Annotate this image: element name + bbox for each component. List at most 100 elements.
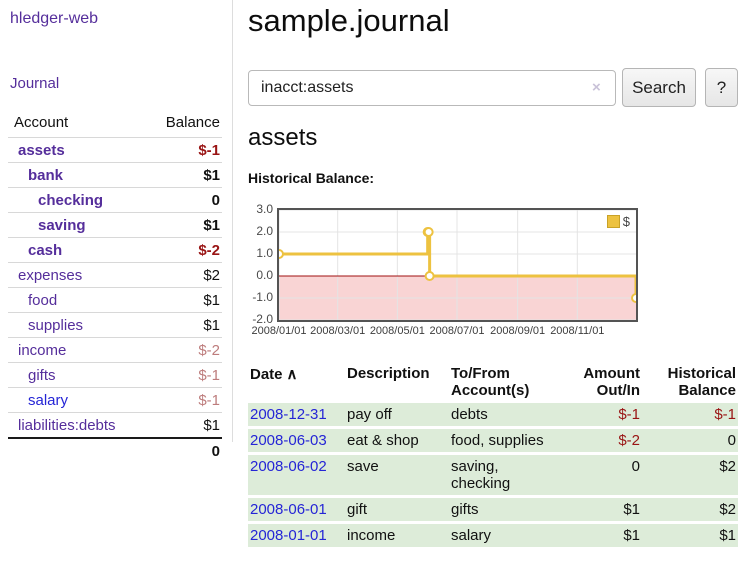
legend-label: $ bbox=[622, 214, 630, 229]
register-row: 2008-06-02 save saving, checking 0 $2 bbox=[248, 455, 738, 495]
historical-balance-chart: $ 3.0 2.0 1.0 0.0 -1.0 -2.0 2008/01/01 2008/03/… bbox=[246, 202, 740, 345]
register-balance-cell: 0 bbox=[642, 429, 738, 452]
x-tick-label: 2008/03/01 bbox=[310, 325, 366, 337]
accounts-list: assets $-1 bank $1 checking 0 saving $1 cash $-2 e… bbox=[8, 137, 222, 437]
transaction-date-link[interactable]: 2008-12-31 bbox=[250, 406, 327, 423]
y-tick-label: 3.0 bbox=[256, 202, 273, 216]
x-tick-label: 2008/11/01 bbox=[550, 325, 605, 337]
accounts-table-header: Account Balance bbox=[8, 110, 222, 137]
register-date-cell[interactable]: 2008-06-03 bbox=[248, 429, 345, 452]
account-row: cash $-2 bbox=[8, 237, 222, 262]
account-balance: $1 bbox=[203, 166, 220, 184]
account-row: checking 0 bbox=[8, 187, 222, 212]
register-description-cell: eat & shop bbox=[345, 429, 449, 452]
account-link[interactable]: food bbox=[28, 291, 58, 309]
account-row: supplies $1 bbox=[8, 312, 222, 337]
accounts-header-account: Account bbox=[14, 114, 69, 131]
sort-up-icon: ∧ bbox=[286, 366, 298, 383]
transaction-date-link[interactable]: 2008-06-02 bbox=[250, 458, 327, 475]
account-balance: $1 bbox=[203, 416, 220, 434]
register-date-cell[interactable]: 2008-06-02 bbox=[248, 455, 345, 495]
accounts-header-balance: Balance bbox=[165, 114, 220, 131]
app-title-link[interactable]: hledger-web bbox=[10, 10, 99, 27]
register-amount-cell: 0 bbox=[549, 455, 642, 495]
account-link[interactable]: assets bbox=[18, 141, 65, 159]
transaction-date-link[interactable]: 2008-06-01 bbox=[250, 501, 327, 518]
register-description-cell: gift bbox=[345, 498, 449, 521]
register-row: 2008-06-01 gift gifts $1 $2 bbox=[248, 498, 738, 521]
register-accounts-cell: food, supplies bbox=[449, 429, 549, 452]
register-header-cell: Historical Balance bbox=[667, 365, 736, 399]
register-description-cell: income bbox=[345, 524, 449, 547]
register-date-cell[interactable]: 2008-12-31 bbox=[248, 403, 345, 426]
data-point-marker bbox=[631, 293, 636, 303]
account-link[interactable]: bank bbox=[28, 166, 64, 184]
account-row: gifts $-1 bbox=[8, 362, 222, 387]
account-row: assets $-1 bbox=[8, 137, 222, 162]
register-balance-cell: $1 bbox=[642, 524, 738, 547]
x-tick-label: 2008/05/01 bbox=[369, 325, 425, 337]
y-tick-label: -1.0 bbox=[252, 290, 273, 304]
register-amount-cell: $-2 bbox=[549, 429, 642, 452]
search-input[interactable] bbox=[248, 70, 616, 106]
y-tick-label: 1.0 bbox=[256, 246, 273, 260]
account-balance: $1 bbox=[203, 316, 220, 334]
register-date-cell[interactable]: 2008-06-01 bbox=[248, 498, 345, 521]
chart-plot-area: $ bbox=[277, 208, 638, 322]
account-row: salary $-1 bbox=[8, 387, 222, 412]
transaction-date-link[interactable]: 2008-06-03 bbox=[250, 432, 327, 449]
account-row: bank $1 bbox=[8, 162, 222, 187]
data-point-marker bbox=[423, 227, 434, 237]
help-button[interactable]: ? bbox=[705, 68, 738, 107]
account-balance: $-2 bbox=[198, 241, 220, 259]
account-link[interactable]: expenses bbox=[18, 266, 83, 284]
account-balance: $1 bbox=[203, 216, 220, 234]
register-header-cell[interactable]: Date ∧ bbox=[250, 366, 298, 383]
legend-swatch-icon bbox=[606, 215, 620, 228]
account-row: saving $1 bbox=[8, 212, 222, 237]
balance-chart-svg bbox=[279, 210, 636, 320]
account-balance: $-2 bbox=[198, 341, 220, 359]
accounts-total-row: 0 bbox=[8, 437, 222, 460]
account-balance: $-1 bbox=[198, 366, 220, 384]
register-date-cell[interactable]: 2008-01-01 bbox=[248, 524, 345, 547]
x-tick-label: 2008/01/01 bbox=[251, 325, 307, 337]
register-row: 2008-06-03 eat & shop food, supplies $-2 0 bbox=[248, 429, 738, 452]
account-balance: $-1 bbox=[198, 391, 220, 409]
page-title: sample.journal bbox=[248, 3, 450, 38]
transaction-date-link[interactable]: 2008-01-01 bbox=[250, 527, 327, 544]
register-row: 2008-01-01 income salary $1 $1 bbox=[248, 524, 738, 547]
account-row: liabilities:debts $1 bbox=[8, 412, 222, 437]
accounts-total-value: 0 bbox=[211, 443, 220, 460]
account-link[interactable]: income bbox=[18, 341, 67, 359]
account-link[interactable]: salary bbox=[28, 391, 69, 409]
account-balance: $1 bbox=[203, 291, 220, 309]
account-row: income $-2 bbox=[8, 337, 222, 362]
accounts-table: Account Balance assets $-1 bank $1 checking 0… bbox=[8, 110, 222, 460]
account-link[interactable]: saving bbox=[38, 216, 86, 234]
account-link[interactable]: checking bbox=[38, 191, 104, 209]
register-amount-cell: $-1 bbox=[549, 403, 642, 426]
data-point-marker bbox=[424, 271, 435, 281]
account-balance: $2 bbox=[203, 266, 220, 284]
chart-legend: $ bbox=[604, 213, 632, 230]
y-tick-label: 2.0 bbox=[256, 224, 273, 238]
nav-journal-link[interactable]: Journal bbox=[10, 75, 60, 92]
sidebar: hledger-web Journal Account Balance asse… bbox=[0, 0, 233, 460]
account-link[interactable]: cash bbox=[28, 241, 63, 259]
data-point-marker bbox=[279, 249, 284, 259]
register-balance-cell: $2 bbox=[642, 498, 738, 521]
register-amount-cell: $1 bbox=[549, 524, 642, 547]
y-tick-label: 0.0 bbox=[256, 268, 273, 282]
register-header-cell: To/From Account(s) bbox=[451, 365, 530, 399]
register-table: Date ∧ Description To/From Account(s) Amount… bbox=[248, 360, 738, 550]
search-button[interactable]: Search bbox=[622, 68, 696, 107]
account-link[interactable]: supplies bbox=[28, 316, 84, 334]
register-description-cell: save bbox=[345, 455, 449, 495]
register-balance-cell: $-1 bbox=[642, 403, 738, 426]
account-link[interactable]: liabilities:debts bbox=[18, 416, 116, 434]
account-heading: assets bbox=[248, 124, 318, 151]
clear-search-icon[interactable]: × bbox=[592, 79, 601, 96]
register-accounts-cell: debts bbox=[449, 403, 549, 426]
account-link[interactable]: gifts bbox=[28, 366, 56, 384]
